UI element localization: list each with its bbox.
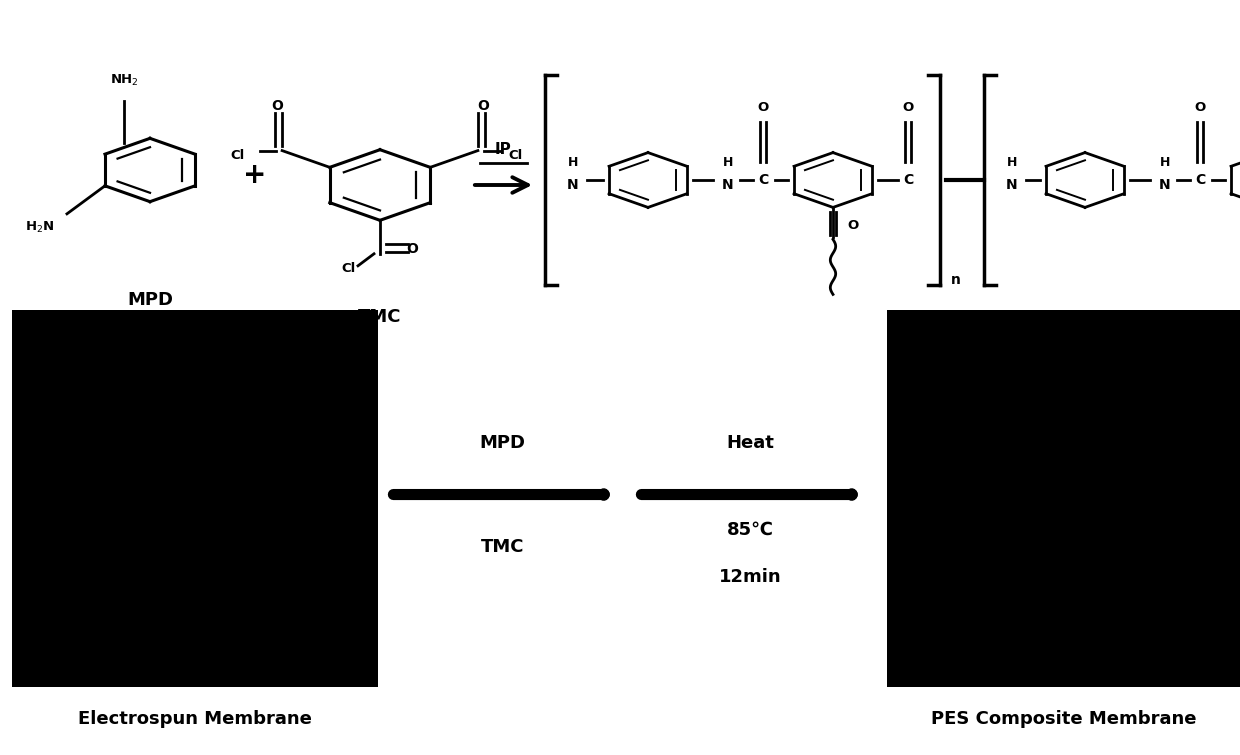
Text: 85℃: 85℃ bbox=[727, 520, 774, 538]
Text: O: O bbox=[272, 99, 283, 112]
Text: O: O bbox=[1194, 101, 1205, 115]
Text: O: O bbox=[477, 99, 489, 112]
Text: N: N bbox=[1006, 178, 1018, 192]
Text: MPD: MPD bbox=[126, 291, 174, 309]
Text: H$_2$N: H$_2$N bbox=[25, 220, 55, 236]
Bar bbox=[12, 310, 378, 687]
Text: +: + bbox=[243, 161, 267, 189]
Text: Cl: Cl bbox=[229, 149, 244, 162]
Text: C: C bbox=[903, 173, 913, 187]
Text: N: N bbox=[567, 178, 579, 192]
Text: Polyamide: Polyamide bbox=[1059, 316, 1164, 334]
Text: O: O bbox=[847, 219, 858, 232]
Text: Heat: Heat bbox=[727, 433, 774, 451]
Text: N: N bbox=[722, 178, 734, 192]
Text: MPD: MPD bbox=[479, 433, 526, 451]
Text: C: C bbox=[758, 173, 768, 187]
Text: PES Composite Membrane: PES Composite Membrane bbox=[930, 710, 1197, 728]
Text: Electrospun Membrane: Electrospun Membrane bbox=[78, 710, 312, 728]
Text: IP: IP bbox=[495, 143, 512, 158]
Bar bbox=[887, 310, 1240, 687]
Text: H: H bbox=[1007, 156, 1017, 168]
Text: O: O bbox=[405, 242, 418, 256]
Text: H: H bbox=[723, 156, 733, 168]
Text: N: N bbox=[1159, 178, 1171, 192]
Text: 12min: 12min bbox=[719, 568, 781, 586]
Text: H: H bbox=[568, 156, 578, 168]
Text: Cl: Cl bbox=[508, 149, 523, 162]
Text: C: C bbox=[1195, 173, 1205, 187]
Text: TMC: TMC bbox=[358, 308, 402, 326]
Text: Cl: Cl bbox=[341, 262, 355, 276]
Text: NH$_2$: NH$_2$ bbox=[109, 73, 139, 88]
Text: n: n bbox=[951, 273, 961, 287]
Text: O: O bbox=[758, 101, 769, 115]
Text: TMC: TMC bbox=[480, 538, 525, 556]
Text: O: O bbox=[903, 101, 914, 115]
Text: H: H bbox=[1159, 156, 1171, 168]
